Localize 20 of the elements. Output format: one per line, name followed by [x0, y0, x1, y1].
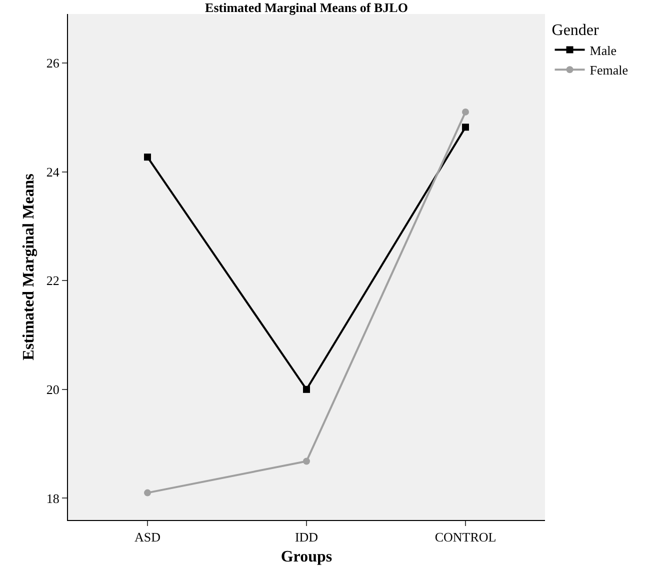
point	[303, 386, 310, 393]
legend-label: Female	[590, 62, 628, 78]
y-tick-label: 26	[46, 56, 60, 71]
point	[462, 108, 469, 116]
y-tick-label: 24	[46, 164, 60, 180]
x-tick-label: ASD	[134, 530, 161, 545]
point	[144, 489, 151, 496]
point	[303, 458, 310, 465]
legend-title: Gender	[552, 22, 600, 39]
y-tick-label: 18	[46, 490, 60, 506]
y-tick-label: 22	[46, 273, 60, 288]
x-tick-label: IDD	[294, 530, 318, 545]
chart-title: Estimated Marginal Means of BJLO	[205, 0, 408, 15]
y-axis-title: Estimated Marginal Means	[20, 174, 38, 360]
legend-label: Male	[590, 42, 617, 58]
x-tick-label: CONTROL	[434, 530, 496, 545]
y-tick-label: 20	[46, 382, 60, 397]
point	[462, 124, 469, 131]
point	[144, 154, 151, 161]
x-axis-title: Groups	[280, 548, 332, 566]
